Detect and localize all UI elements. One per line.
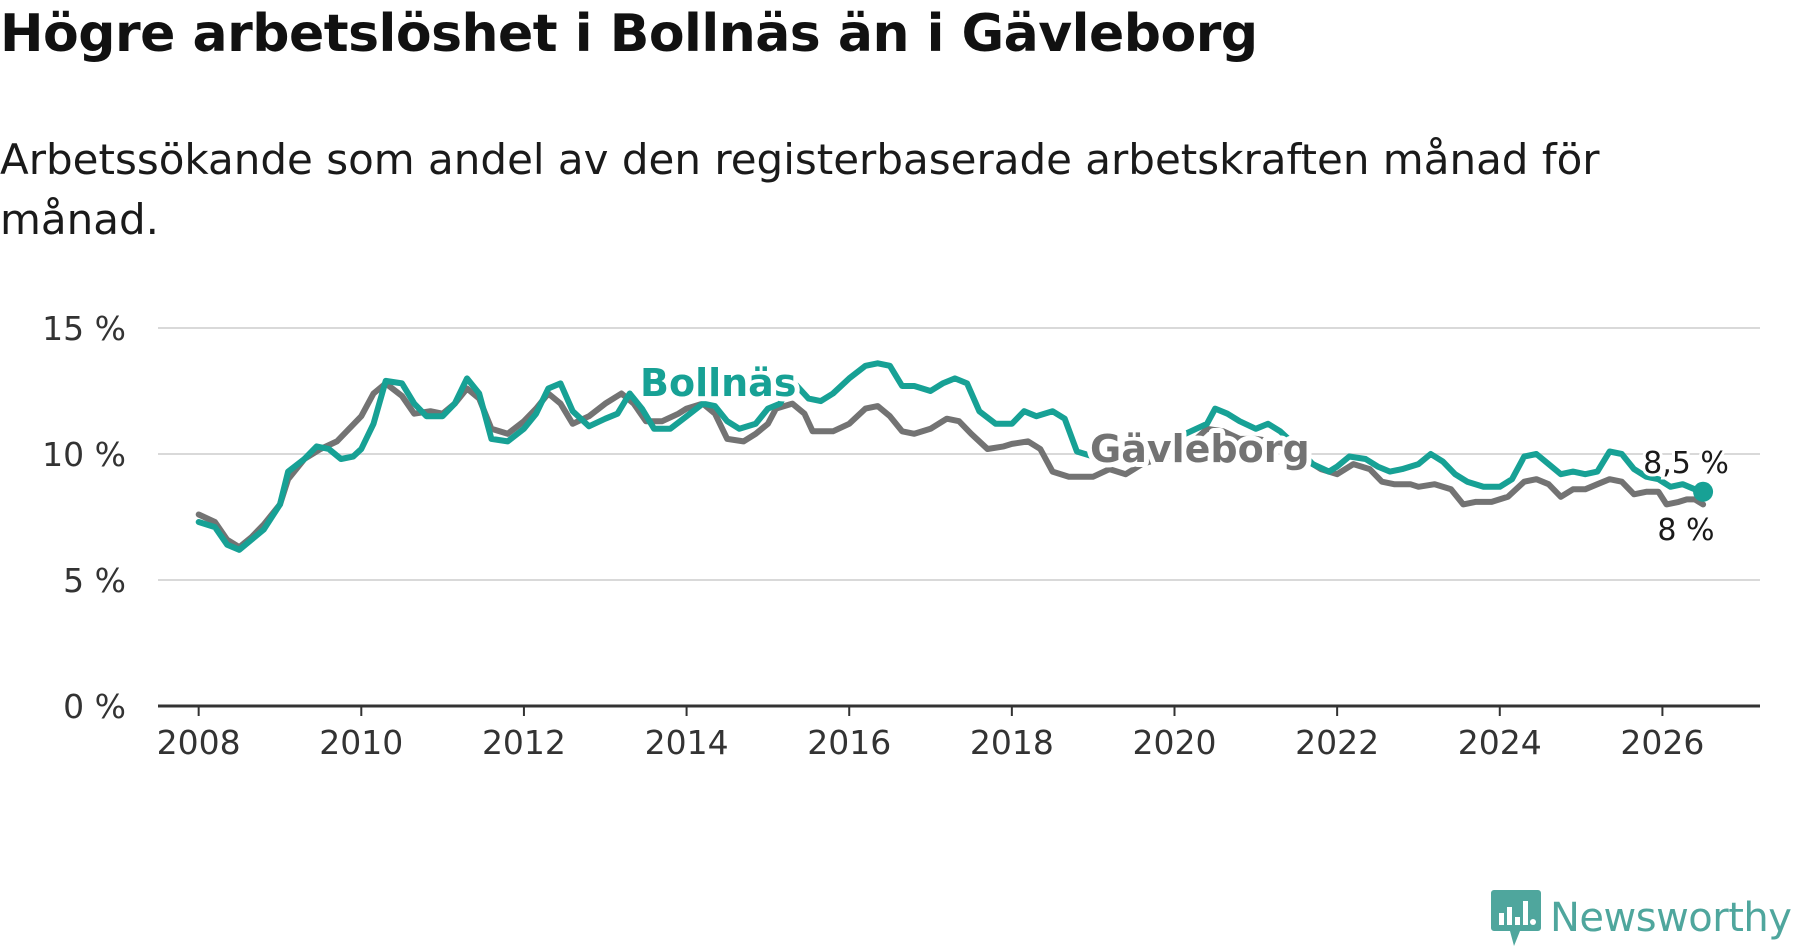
y-tick-label: 5 % — [63, 561, 126, 600]
x-tick-label: 2022 — [1295, 723, 1379, 762]
x-tick-label: 2010 — [319, 723, 403, 762]
grid-layer — [158, 327, 1760, 581]
series-line-gavleborg — [195, 380, 1707, 551]
y-tick-label: 10 % — [42, 435, 126, 474]
newsworthy-logo-text: Newsworthy — [1550, 895, 1792, 941]
y-tick-label: 15 % — [42, 309, 126, 348]
bollnas-end-value-label: 8,5 % — [1643, 446, 1729, 481]
x-tick-label: 2008 — [157, 723, 241, 762]
x-tick-label: 2012 — [482, 723, 566, 762]
x-tick-label: 2014 — [645, 723, 729, 762]
label-layer: Bollnäs Gävleborg 8,5 % 8 % — [635, 356, 1732, 551]
series-label-gavleborg: Gävleborg — [1090, 427, 1310, 471]
x-tick-label: 2016 — [807, 723, 891, 762]
x-tick-label: 2024 — [1458, 723, 1542, 762]
y-tick-label: 0 % — [63, 687, 126, 726]
chart-title: Högre arbetslöshet i Bollnäs än i Gävleb… — [0, 4, 1258, 64]
bollnas-end-dot — [1693, 481, 1714, 502]
newsworthy-logo: Newsworthy — [1490, 888, 1792, 948]
newsworthy-logo-icon — [1490, 888, 1542, 948]
axis-layer: 0 % 5 % 10 % 15 % 2008 2010 2012 2014 2016 2018 20… — [42, 309, 1760, 762]
x-tick-label: 2026 — [1620, 723, 1704, 762]
x-tick-label: 2020 — [1133, 723, 1217, 762]
series-label-bollnas: Bollnäs — [640, 361, 796, 405]
x-tick-label: 2018 — [970, 723, 1054, 762]
series-line-bollnas — [195, 360, 1707, 553]
series-layer — [195, 360, 1707, 553]
chart-subtitle: Arbetssökande som andel av den registerb… — [0, 135, 1600, 244]
gavleborg-end-value-label: 8 % — [1657, 513, 1714, 548]
